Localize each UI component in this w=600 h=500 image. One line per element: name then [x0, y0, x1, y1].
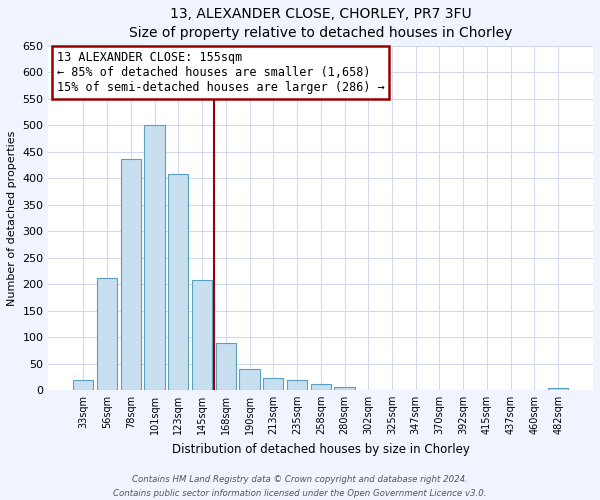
Bar — [287, 380, 307, 390]
Text: Contains HM Land Registry data © Crown copyright and database right 2024.
Contai: Contains HM Land Registry data © Crown c… — [113, 476, 487, 498]
Bar — [334, 388, 355, 390]
Y-axis label: Number of detached properties: Number of detached properties — [7, 130, 17, 306]
Bar — [145, 125, 164, 390]
Bar — [311, 384, 331, 390]
Bar — [73, 380, 94, 390]
Title: 13, ALEXANDER CLOSE, CHORLEY, PR7 3FU
Size of property relative to detached hous: 13, ALEXANDER CLOSE, CHORLEY, PR7 3FU Si… — [129, 7, 512, 40]
Bar — [97, 278, 117, 390]
Bar — [216, 344, 236, 390]
Bar — [548, 388, 568, 390]
Bar — [168, 174, 188, 390]
Bar — [239, 369, 260, 390]
Text: 13 ALEXANDER CLOSE: 155sqm
← 85% of detached houses are smaller (1,658)
15% of s: 13 ALEXANDER CLOSE: 155sqm ← 85% of deta… — [56, 51, 385, 94]
Bar — [192, 280, 212, 390]
X-axis label: Distribution of detached houses by size in Chorley: Distribution of detached houses by size … — [172, 442, 470, 456]
Bar — [263, 378, 283, 390]
Bar — [121, 158, 141, 390]
